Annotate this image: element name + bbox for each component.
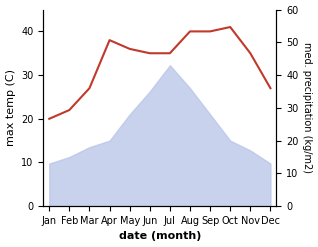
- Y-axis label: med. precipitation (kg/m2): med. precipitation (kg/m2): [302, 42, 313, 173]
- Y-axis label: max temp (C): max temp (C): [5, 69, 16, 146]
- X-axis label: date (month): date (month): [119, 231, 201, 242]
